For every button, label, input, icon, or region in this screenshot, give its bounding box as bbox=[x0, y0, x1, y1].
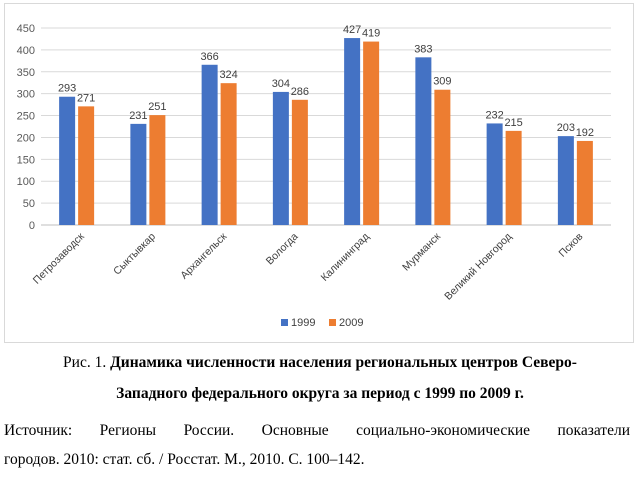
data-label: 192 bbox=[576, 127, 594, 139]
bar-2009 bbox=[505, 130, 522, 225]
bar-2009 bbox=[576, 140, 593, 225]
data-label: 366 bbox=[200, 51, 218, 63]
chart-container: 0 50 100 150 200 250 300 350 400 450 293 271 Петроза… bbox=[4, 3, 634, 343]
data-label: 324 bbox=[219, 69, 237, 81]
x-tick-label: Калининград bbox=[319, 231, 372, 284]
x-tick-label: Мурманск bbox=[400, 230, 443, 273]
data-label: 286 bbox=[291, 86, 309, 98]
data-label: 383 bbox=[414, 43, 432, 55]
data-label: 309 bbox=[433, 76, 451, 88]
data-label: 232 bbox=[485, 109, 503, 121]
bar-1999 bbox=[557, 136, 574, 225]
bar-2009 bbox=[434, 89, 451, 225]
bar-2009 bbox=[220, 83, 237, 225]
bar-1999 bbox=[130, 123, 147, 225]
bar-1999 bbox=[272, 91, 289, 225]
bar-2009 bbox=[363, 41, 380, 226]
x-tick-label: Архангельск bbox=[178, 230, 229, 281]
data-label: 271 bbox=[77, 92, 95, 104]
caption-title-part1: Динамика численности населения региональ… bbox=[110, 354, 577, 371]
bar-2009 bbox=[291, 99, 308, 225]
data-label: 215 bbox=[504, 117, 522, 129]
bar-1999 bbox=[201, 64, 218, 225]
caption-title-part2: Западного федерального округа за период … bbox=[116, 385, 524, 402]
figure-caption-line1: Рис. 1. Динамика численности населения р… bbox=[0, 353, 640, 373]
y-tick-label: 450 bbox=[17, 23, 35, 35]
y-tick-label: 150 bbox=[17, 154, 35, 166]
data-label: 304 bbox=[272, 78, 290, 90]
legend-label: 1999 bbox=[291, 317, 315, 329]
bar-1999 bbox=[59, 96, 76, 225]
bar-1999 bbox=[415, 57, 432, 225]
legend-label: 2009 bbox=[339, 317, 363, 329]
y-tick-label: 400 bbox=[17, 45, 35, 57]
source-line1: Источник: Регионы России. Основные социа… bbox=[4, 422, 630, 439]
bar-1999 bbox=[344, 38, 361, 225]
x-tick-label: Петрозаводск bbox=[31, 230, 87, 286]
caption-prefix: Рис. 1. bbox=[63, 354, 111, 371]
bar-2009 bbox=[149, 115, 166, 225]
legend-swatch-1999 bbox=[281, 319, 288, 326]
legend-swatch-2009 bbox=[329, 319, 336, 326]
y-tick-label: 50 bbox=[23, 198, 35, 210]
data-label: 427 bbox=[343, 24, 361, 36]
data-label: 419 bbox=[362, 28, 380, 40]
x-tick-label: Сыктывкар bbox=[111, 231, 158, 278]
y-tick-label: 100 bbox=[17, 176, 35, 188]
x-tick-label: Псков bbox=[557, 230, 586, 259]
data-label: 251 bbox=[148, 101, 166, 113]
bar-1999 bbox=[486, 123, 503, 225]
y-tick-label: 300 bbox=[17, 89, 35, 101]
y-tick-label: 0 bbox=[29, 220, 35, 232]
data-label: 231 bbox=[129, 110, 147, 122]
x-tick-label: Вологда bbox=[264, 231, 301, 268]
figure-caption-line2: Западного федерального округа за период … bbox=[0, 384, 640, 404]
source-line2: городов. 2010: стат. сб. / Росстат. М., … bbox=[4, 451, 365, 468]
y-tick-label: 200 bbox=[17, 132, 35, 144]
bar-2009 bbox=[78, 106, 95, 225]
y-tick-label: 250 bbox=[17, 111, 35, 123]
x-tick-label: Великий Новгород bbox=[442, 231, 514, 303]
data-label: 203 bbox=[557, 122, 575, 134]
y-tick-label: 350 bbox=[17, 67, 35, 79]
data-label: 293 bbox=[58, 83, 76, 95]
